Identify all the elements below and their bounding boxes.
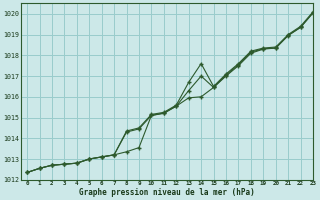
- X-axis label: Graphe pression niveau de la mer (hPa): Graphe pression niveau de la mer (hPa): [79, 188, 255, 197]
